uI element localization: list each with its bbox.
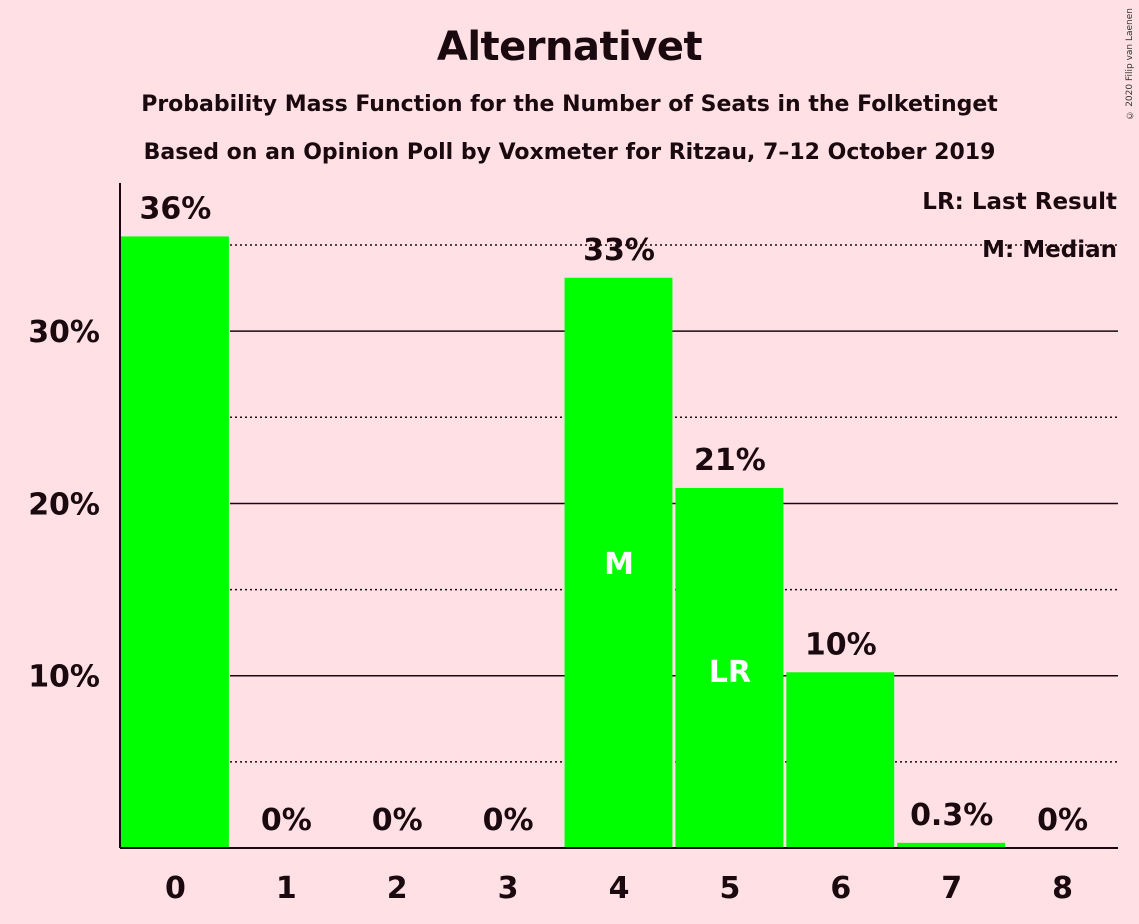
data-label: 21%: [694, 443, 766, 478]
chart-subtitle: Probability Mass Function for the Number…: [141, 92, 998, 117]
x-tick-label: 8: [1052, 871, 1073, 906]
x-tick-label: 6: [830, 871, 851, 906]
chart-subtitle-source: Based on an Opinion Poll by Voxmeter for…: [143, 140, 996, 165]
data-label: 0%: [261, 803, 312, 838]
data-label: 10%: [805, 627, 877, 662]
data-label: 33%: [583, 233, 655, 268]
x-tick-label: 5: [719, 871, 740, 906]
x-tick-label: 4: [609, 871, 630, 906]
bar-0: [121, 236, 229, 848]
x-tick-label: 1: [276, 871, 297, 906]
last-result-marker: LR: [709, 655, 751, 690]
bar-4: [564, 277, 673, 848]
x-tick-label: 2: [387, 871, 408, 906]
bar-5: [675, 487, 784, 848]
x-tick-label: 0: [165, 871, 186, 906]
y-tick-label: 20%: [28, 487, 100, 522]
legend-entry: M: Median: [982, 237, 1117, 263]
chart-title: Alternativet: [436, 24, 703, 70]
x-tick-label: 3: [498, 871, 519, 906]
median-marker: M: [604, 547, 634, 582]
y-tick-label: 10%: [28, 660, 100, 695]
legend-entry: LR: Last Result: [922, 189, 1117, 215]
data-label: 0.3%: [910, 798, 993, 833]
x-tick-label: 7: [941, 871, 962, 906]
data-label: 0%: [483, 803, 534, 838]
bar-7: [897, 842, 1006, 848]
data-label: 36%: [140, 191, 212, 226]
bar-6: [786, 672, 895, 848]
data-label: 0%: [1037, 803, 1088, 838]
data-label: 0%: [372, 803, 423, 838]
y-tick-label: 30%: [28, 315, 100, 350]
